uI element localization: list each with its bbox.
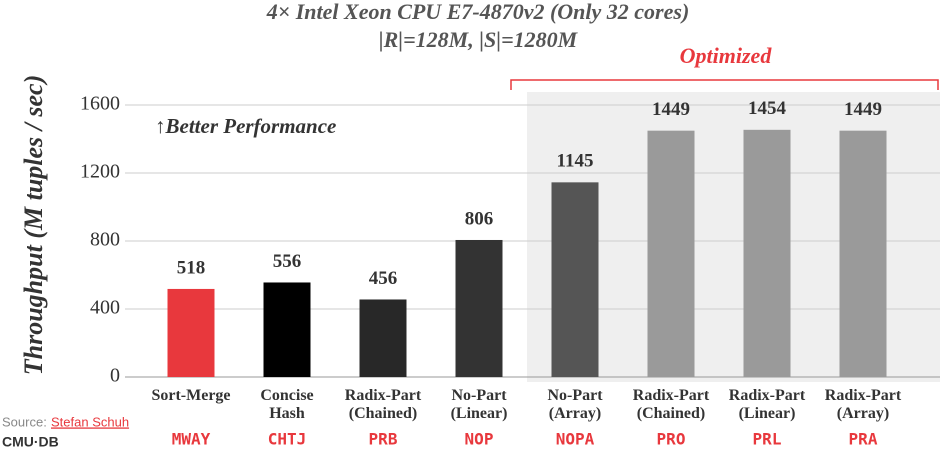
value-label: 806 (465, 208, 494, 229)
x-tick-label-line: Radix-Part (729, 387, 806, 404)
value-label: 456 (369, 268, 398, 289)
x-tick-label: Concise Hash (260, 387, 313, 422)
x-tick-label-line: Hash (269, 405, 305, 422)
x-tick-label-line: (Linear) (739, 405, 796, 422)
x-tick-label: Radix-Part (Chained) (345, 387, 422, 422)
x-tick-label-line: No-Part (451, 387, 507, 404)
x-tick-label: No-Part (Linear) (451, 387, 508, 422)
x-tick-label: No-Part (Array) (547, 387, 603, 422)
source-link[interactable]: Stefan Schuh (51, 414, 129, 429)
y-axis-label: Throughput (M tuples / sec) (19, 75, 48, 376)
value-label: 1449 (844, 99, 882, 120)
y-tick-label: 1200 (80, 161, 120, 183)
category-code: MWAY (172, 430, 211, 449)
x-tick-label: Radix-Part (Array) (825, 387, 902, 422)
bar (839, 130, 887, 377)
category-code: NOPA (556, 430, 595, 449)
x-tick-label-line: (Array) (837, 405, 889, 422)
bar (551, 182, 599, 377)
logo: CMU·DB (2, 434, 59, 450)
x-tick-label-line: Radix-Part (633, 387, 710, 404)
x-tick-label-line: (Chained) (349, 405, 417, 422)
category-code: PRO (657, 430, 686, 449)
value-label: 556 (273, 251, 302, 272)
x-tick-label-line: Concise (260, 387, 313, 404)
bar (647, 130, 695, 377)
category-code: PRB (369, 430, 398, 449)
x-tick-label: Radix-Part (Linear) (729, 387, 806, 422)
bar (167, 288, 215, 377)
y-tick-label: 0 (110, 365, 120, 387)
x-tick-label-line: Radix-Part (345, 387, 422, 404)
annotation: Optimized (680, 43, 773, 68)
y-tick-label: 800 (90, 229, 120, 251)
y-tick-label: 1600 (80, 93, 120, 115)
value-label: 1145 (557, 151, 594, 172)
category-code: CHTJ (268, 430, 307, 449)
value-label: 1449 (652, 99, 690, 120)
source-label: Source: (2, 414, 47, 429)
x-tick-label-line: Radix-Part (825, 387, 902, 404)
bar (743, 129, 791, 377)
x-tick-label-line: Sort-Merge (151, 387, 230, 404)
x-tick-label: Radix-Part (Chained) (633, 387, 710, 422)
bar (359, 299, 407, 377)
bar (455, 239, 503, 377)
x-tick-label: Sort-Merge (151, 387, 230, 404)
bracket (510, 79, 939, 90)
value-label: 1454 (748, 98, 787, 119)
chart-subtitle: |R|=128M, |S|=1280M (379, 27, 579, 52)
x-tick-label-line: (Array) (549, 405, 601, 422)
x-tick-label-line: No-Part (547, 387, 603, 404)
value-label: 518 (177, 257, 206, 278)
y-tick-label: 400 (90, 297, 120, 319)
category-code: PRL (753, 430, 782, 449)
category-code: PRA (849, 430, 878, 449)
chart-title: 4× Intel Xeon CPU E7-4870v2 (Only 32 cor… (266, 0, 690, 24)
bar (263, 282, 311, 377)
category-code: NOP (465, 430, 494, 449)
x-tick-label-line: (Linear) (451, 405, 508, 422)
annotation: ↑Better Performance (155, 114, 336, 138)
x-tick-label-line: (Chained) (637, 405, 705, 422)
